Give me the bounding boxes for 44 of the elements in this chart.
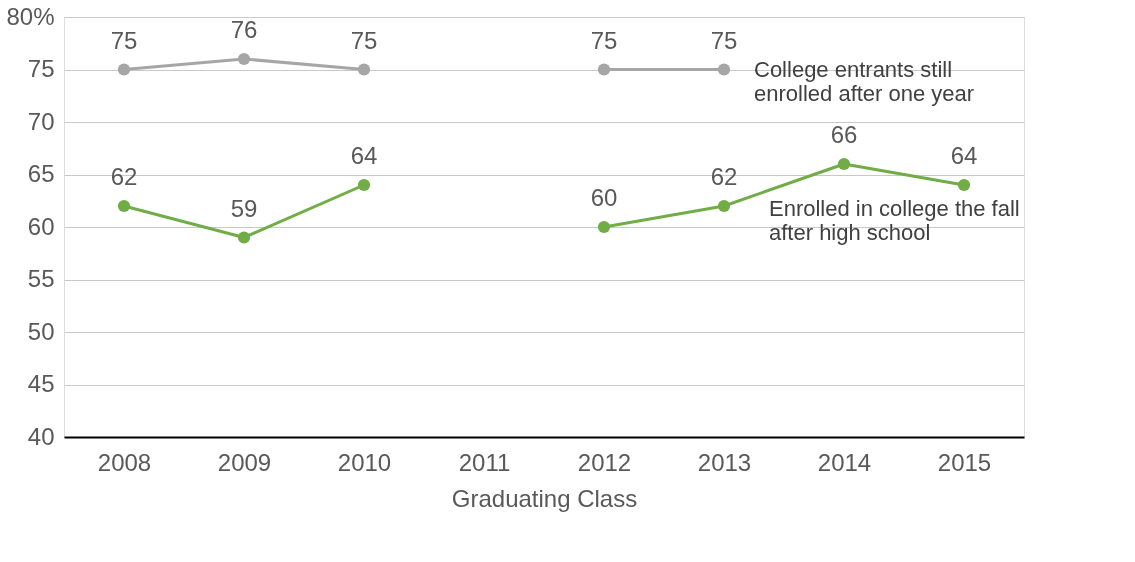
y-tick-label: 60 <box>27 212 55 240</box>
point <box>597 63 611 76</box>
data-label: 64 <box>350 142 378 169</box>
point <box>357 178 371 192</box>
point <box>717 199 731 213</box>
y-tick-label: 65 <box>27 160 55 187</box>
data-label: 62 <box>710 163 738 190</box>
y-tick-label: 40 <box>27 422 55 450</box>
y-tick-label: 80% <box>6 2 55 30</box>
x-tick-label: 2008 <box>97 448 152 476</box>
data-label: 59 <box>230 194 258 222</box>
point <box>357 63 371 76</box>
series-label: College entrants still enrolled after one year <box>754 56 975 106</box>
x-tick-label: 2009 <box>217 448 272 476</box>
data-label: 75 <box>710 26 738 54</box>
y-tick-label: 75 <box>27 55 55 82</box>
data-label: 76 <box>230 16 258 43</box>
x-tick-label: 2013 <box>697 448 752 476</box>
data-label: 75 <box>350 26 378 54</box>
point <box>957 178 971 192</box>
data-label: 75 <box>590 26 618 54</box>
point <box>237 52 251 66</box>
data-label: 66 <box>830 121 858 148</box>
data-label: 60 <box>590 184 618 211</box>
point <box>597 220 611 234</box>
y-tick-label: 50 <box>27 317 55 345</box>
point <box>117 199 131 213</box>
y-tick-label: 55 <box>27 265 55 292</box>
point <box>837 157 851 171</box>
series-label: Enrolled in college the fall after high school <box>769 196 1020 245</box>
x-tick-label: 2010 <box>337 448 392 476</box>
data-label: 64 <box>950 142 978 169</box>
x-tick-label: 2012 <box>577 448 632 476</box>
data-label: 75 <box>110 26 138 54</box>
point <box>237 231 251 244</box>
y-tick-label: 70 <box>27 107 55 135</box>
x-tick-label: 2015 <box>937 448 992 476</box>
point <box>717 63 731 76</box>
x-tick-label: 2014 <box>817 448 872 476</box>
x-axis-title: Graduating Class <box>451 484 638 512</box>
point <box>117 63 131 76</box>
data-label: 62 <box>110 163 138 190</box>
x-tick-label: 2011 <box>458 448 511 476</box>
y-tick-label: 45 <box>27 370 55 397</box>
